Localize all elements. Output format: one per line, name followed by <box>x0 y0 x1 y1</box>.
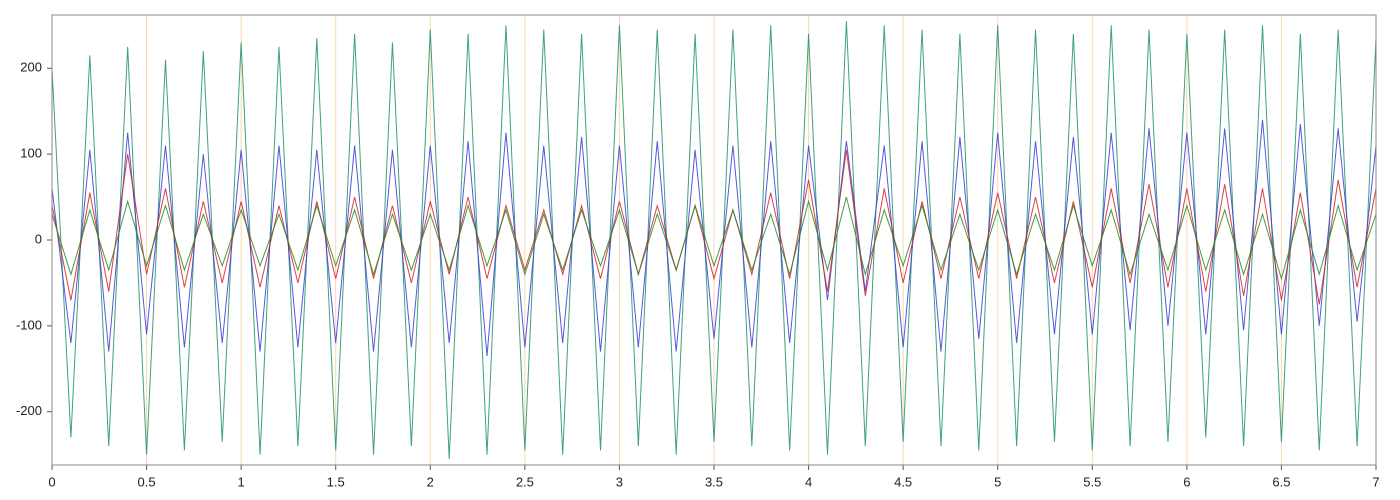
x-tick-label: 5.5 <box>1083 474 1101 489</box>
y-tick-label: -100 <box>16 317 42 332</box>
series-line <box>51 20 1377 460</box>
x-tick-label: 6.5 <box>1272 474 1290 489</box>
x-tick-label: 2.5 <box>516 474 534 489</box>
x-tick-label: 3 <box>616 474 623 489</box>
x-tick-label: 1 <box>238 474 245 489</box>
x-tick-label: 5 <box>994 474 1001 489</box>
x-tick-label: 0 <box>48 474 55 489</box>
series-line <box>51 196 1377 281</box>
y-tick-label: 0 <box>35 231 42 246</box>
x-tick-label: 1.5 <box>327 474 345 489</box>
x-tick-label: 0.5 <box>138 474 156 489</box>
x-tick-label: 4 <box>805 474 812 489</box>
y-tick-label: 200 <box>20 60 42 75</box>
x-tick-label: 3.5 <box>705 474 723 489</box>
plot-frame <box>51 14 1377 466</box>
y-tick-label: -200 <box>16 403 42 418</box>
x-tick-label: 7 <box>1372 474 1379 489</box>
y-tick-label: 100 <box>20 146 42 161</box>
series-line <box>51 119 1377 356</box>
x-tick-label: 6 <box>1183 474 1190 489</box>
x-tick-label: 4.5 <box>894 474 912 489</box>
x-tick-label: 2 <box>427 474 434 489</box>
